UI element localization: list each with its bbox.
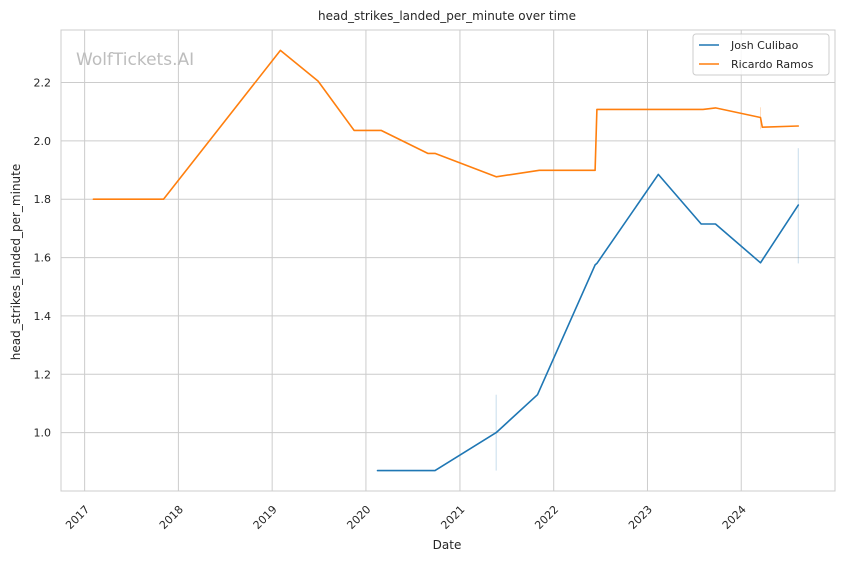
y-tick-label: 1.4 bbox=[34, 310, 52, 323]
y-tick-label: 1.6 bbox=[34, 252, 52, 265]
legend-box bbox=[692, 33, 830, 76]
y-tick-label: 2.2 bbox=[34, 77, 52, 90]
series-lines bbox=[92, 49, 800, 472]
series-line-0 bbox=[376, 173, 800, 472]
plot-area bbox=[60, 29, 836, 492]
y-tick-label: 1.0 bbox=[34, 427, 52, 440]
plot-background bbox=[61, 30, 835, 491]
y-tick-label: 1.2 bbox=[34, 368, 52, 381]
gridlines bbox=[61, 30, 835, 491]
x-axis-title: Date bbox=[433, 538, 462, 552]
chart-title: head_strikes_landed_per_minute over time bbox=[318, 9, 576, 23]
watermark: WolfTickets.AI bbox=[76, 50, 194, 70]
y-tick-label: 2.0 bbox=[34, 135, 52, 148]
y-tick-labels: 1.0 1.2 1.4 1.6 1.8 2.0 2.2 bbox=[34, 77, 52, 440]
plot-frame bbox=[60, 29, 836, 492]
series-line-1 bbox=[92, 49, 800, 200]
y-tick-label: 1.8 bbox=[34, 193, 52, 206]
legend-label: Josh Culibao bbox=[730, 39, 799, 52]
legend-label: Ricardo Ramos bbox=[731, 58, 814, 71]
y-axis-title: head_strikes_landed_per_minute bbox=[9, 164, 23, 361]
legend: Josh Culibao Ricardo Ramos bbox=[692, 33, 830, 76]
